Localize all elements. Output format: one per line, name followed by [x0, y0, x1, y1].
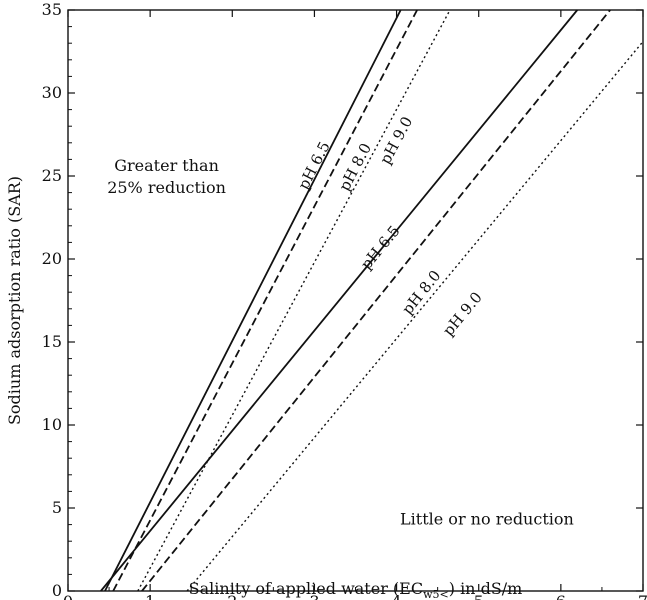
- x-axis-title: Salinity of applied water (ECw5<) in dS/…: [189, 579, 523, 600]
- y-tick-label: 35: [42, 0, 62, 19]
- y-tick-label: 25: [42, 166, 62, 185]
- region-label-line: Greater than: [114, 156, 219, 175]
- series-line-lower-ph-8-0: [141, 9, 611, 592]
- y-axis-title: Sodium adsorption ratio (SAR): [5, 176, 24, 425]
- series-line-upper-ph-8-0: [112, 9, 418, 592]
- x-axis-title-main: Salinity of applied water (EC: [189, 579, 423, 598]
- y-tick-label: 15: [42, 332, 62, 351]
- region-label: Little or no reduction: [400, 510, 574, 529]
- x-tick-label: 1: [145, 592, 155, 600]
- region-label-line: 25% reduction: [107, 178, 226, 197]
- series-label: pH 9.0: [439, 288, 486, 339]
- x-tick-label: 5: [474, 592, 484, 600]
- x-tick-label: 3: [309, 592, 319, 600]
- series-label: pH 6.5: [357, 222, 403, 273]
- region-label: Greater than 25% reduction: [107, 156, 226, 197]
- x-axis: 0 1 2 3 4 5 6 7: [63, 10, 647, 600]
- y-tick-label: 5: [52, 498, 62, 517]
- y-tick-label: 0: [52, 581, 62, 600]
- series-label: pH 8.0: [398, 267, 444, 318]
- line-labels: pH 6.5 pH 8.0 pH 9.0pH 6.5pH 8.0pH 9.0: [294, 114, 485, 340]
- y-tick-label: 20: [42, 249, 62, 268]
- x-tick-label: 7: [638, 592, 647, 600]
- y-tick-label: 30: [42, 83, 62, 102]
- series-label: pH 9.0: [376, 114, 416, 168]
- series-line-lower-ph-6-5: [100, 9, 578, 592]
- series-label: pH 8.0: [335, 140, 375, 194]
- series-line-lower-ph-9-0: [186, 41, 644, 592]
- y-tick-label: 10: [42, 415, 62, 434]
- series-layer: [100, 9, 644, 592]
- region-label-line: Little or no reduction: [400, 510, 574, 529]
- x-axis-title-tail: ) in dS/m: [449, 579, 523, 598]
- x-axis-title-subscript: w5<: [423, 588, 449, 600]
- x-tick-label: 0: [63, 592, 73, 600]
- x-tick-label: 2: [227, 592, 237, 600]
- series-label: pH 6.5: [294, 138, 333, 192]
- region-labels: Greater than 25% reduction Little or no re…: [107, 156, 574, 529]
- x-tick-label: 6: [556, 592, 566, 600]
- x-tick-label: 4: [391, 592, 401, 600]
- series-line-upper-ph-6-5: [104, 9, 402, 592]
